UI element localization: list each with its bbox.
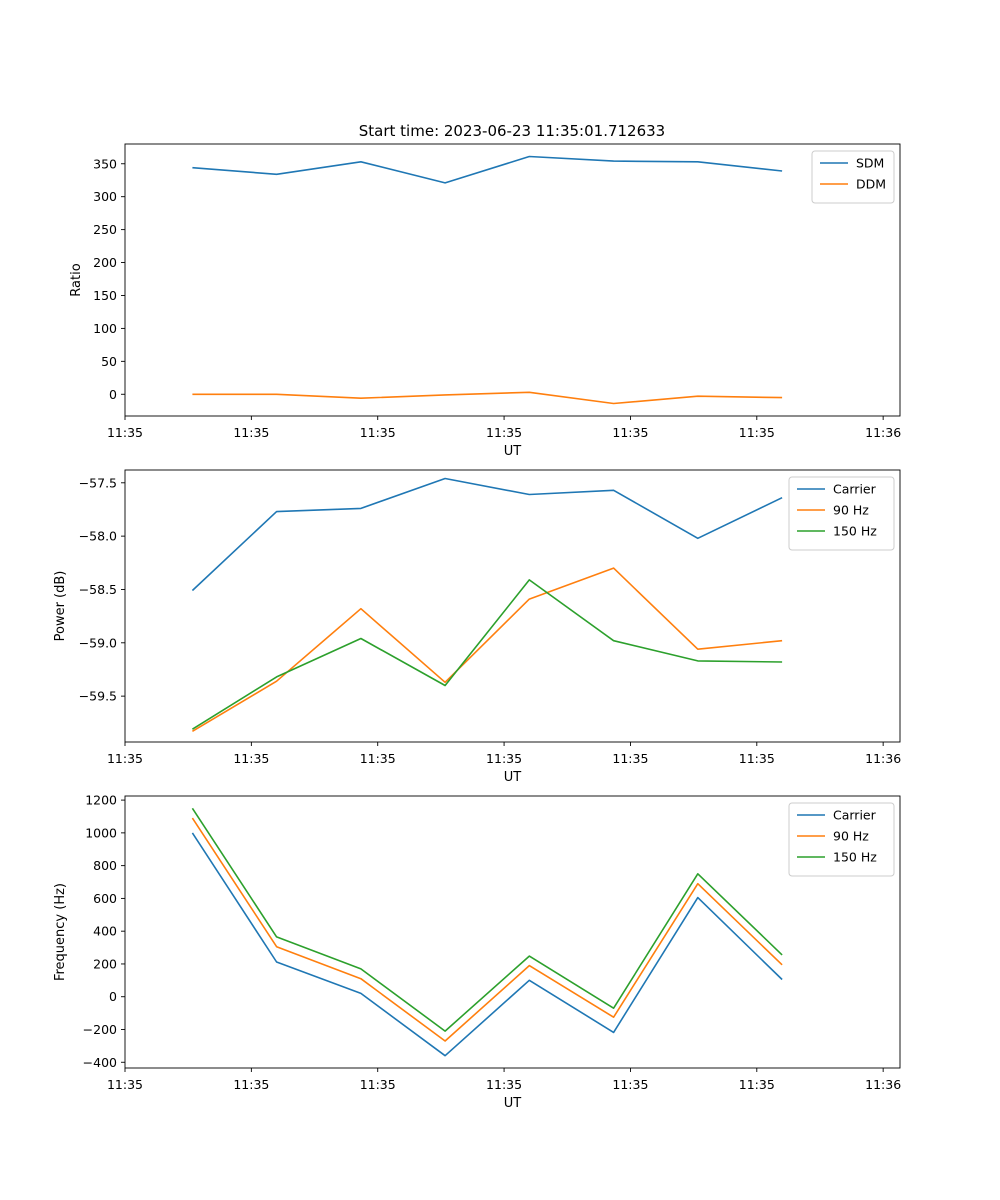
- x-tick-label: 11:35: [360, 751, 396, 766]
- legend: SDM DDM: [811, 150, 895, 204]
- y-tick-label: 1000: [85, 825, 117, 840]
- series-line-150-hz: [191, 579, 783, 730]
- x-tick-label: 11:35: [612, 425, 648, 440]
- y-axis-label: Frequency (Hz): [53, 883, 68, 981]
- legend-label: 150 Hz: [833, 524, 877, 539]
- legend-label: 150 Hz: [833, 850, 877, 865]
- y-tick-label: −59.0: [79, 635, 117, 650]
- x-tick-label: 11:35: [486, 425, 522, 440]
- legend: Carrier 90 Hz 150 Hz: [788, 802, 895, 877]
- series-line-carrier: [191, 832, 783, 1057]
- x-tick-label: 11:35: [233, 751, 269, 766]
- x-tick-label: 11:35: [739, 751, 775, 766]
- x-tick-label: 11:35: [612, 751, 648, 766]
- y-tick-label: 0: [109, 387, 117, 402]
- legend: Carrier 90 Hz 150 Hz: [788, 476, 895, 551]
- y-tick-label: 200: [93, 255, 117, 270]
- x-tick-label: 11:35: [612, 1077, 648, 1092]
- series-line-carrier: [191, 477, 783, 592]
- series-line-ddm: [192, 391, 783, 405]
- chart-panel-3: −400 −200 0 200 400 600 800 1000 1200 11:35 11:35 1…: [53, 793, 901, 1111]
- y-tick-label: 200: [93, 956, 117, 971]
- x-tick-label: 11:35: [233, 1077, 269, 1092]
- x-tick-label: 11:35: [107, 751, 143, 766]
- x-tick-label: 11:36: [865, 1077, 901, 1092]
- x-tick-label: 11:35: [486, 1077, 522, 1092]
- legend-label: SDM: [856, 156, 884, 171]
- series-line-sdm: [192, 155, 783, 184]
- x-tick-label: 11:35: [486, 751, 522, 766]
- legend-label: Carrier: [833, 482, 877, 497]
- x-tick-label: 11:35: [360, 1077, 396, 1092]
- y-tick-label: 350: [93, 156, 117, 171]
- plot-frame: [124, 795, 901, 1069]
- plot-frame: [124, 143, 901, 417]
- x-tick-label: 11:35: [739, 425, 775, 440]
- y-tick-label: 1200: [85, 793, 117, 808]
- y-axis-label: Ratio: [69, 263, 84, 296]
- y-tick-label: 300: [93, 189, 117, 204]
- y-tick-label: 400: [93, 924, 117, 939]
- y-axis-label: Power (dB): [53, 571, 68, 642]
- plot-frame: [124, 469, 901, 743]
- series-line-150-hz: [191, 807, 783, 1032]
- y-tick-label: 150: [93, 288, 117, 303]
- chart-panel-1: 0 50 100 150 200 250 300 350 11:35 11:35 11:35 11:3…: [69, 143, 901, 459]
- chart-panel-2: −59.5 −59.0 −58.5 −58.0 −57.5 11:35 11:35 11:35…: [53, 469, 901, 785]
- series-line-90-hz: [191, 567, 783, 732]
- y-tick-label: −58.0: [79, 529, 117, 544]
- legend-box: [811, 150, 895, 204]
- y-tick-label: 50: [101, 354, 117, 369]
- x-tick-label: 11:35: [739, 1077, 775, 1092]
- legend-label: 90 Hz: [833, 503, 869, 518]
- legend-label: 90 Hz: [833, 829, 869, 844]
- y-tick-label: 800: [93, 858, 117, 873]
- x-tick-label: 11:36: [865, 751, 901, 766]
- x-tick-label: 11:35: [107, 425, 143, 440]
- x-axis-label: UT: [504, 770, 522, 785]
- legend-label: Carrier: [833, 808, 877, 823]
- x-axis-label: UT: [504, 1096, 522, 1111]
- y-tick-label: −58.5: [79, 582, 117, 597]
- legend-label: DDM: [856, 177, 886, 192]
- y-tick-label: −57.5: [79, 475, 117, 490]
- y-tick-label: 250: [93, 222, 117, 237]
- y-tick-label: −59.5: [79, 689, 117, 704]
- y-tick-label: −400: [83, 1055, 117, 1070]
- x-tick-label: 11:35: [360, 425, 396, 440]
- subplots: 0 50 100 150 200 250 300 350 11:35 11:35 11:35 11:3…: [53, 143, 901, 1111]
- figure-title: Start time: 2023-06-23 11:35:01.712633: [359, 122, 665, 140]
- x-tick-label: 11:36: [865, 425, 901, 440]
- x-axis-label: UT: [504, 444, 522, 459]
- series-line-90-hz: [191, 817, 783, 1042]
- x-tick-label: 11:35: [233, 425, 269, 440]
- y-tick-label: 600: [93, 891, 117, 906]
- x-tick-label: 11:35: [107, 1077, 143, 1092]
- y-tick-label: 0: [109, 989, 117, 1004]
- y-tick-label: −200: [83, 1022, 117, 1037]
- y-tick-label: 100: [93, 321, 117, 336]
